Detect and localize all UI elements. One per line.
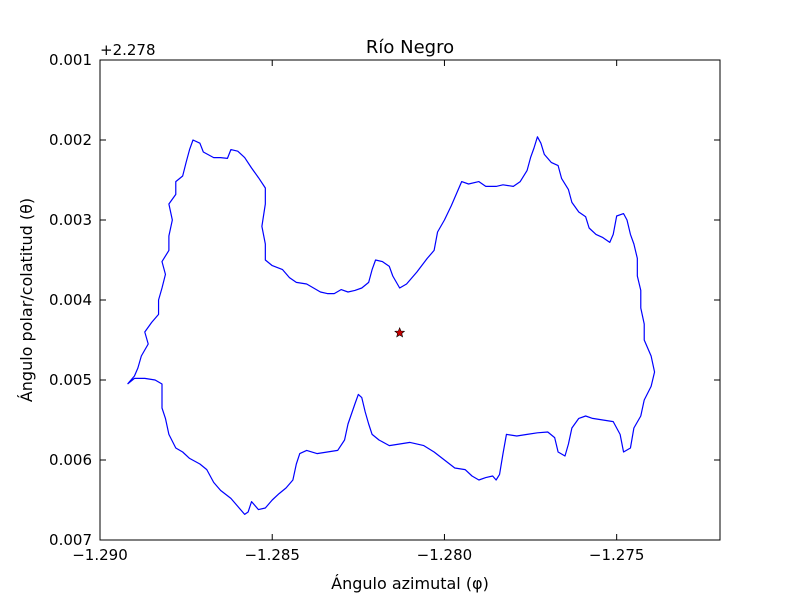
plot-area	[99, 59, 721, 541]
y-tick-label: 0.004	[49, 291, 92, 309]
x-tick-label: −1.280	[417, 546, 473, 564]
y-tick-label: 0.001	[49, 51, 92, 69]
y-tick-label: 0.003	[49, 211, 92, 229]
y-tick-label: 0.005	[49, 371, 92, 389]
y-tick-label: 0.006	[49, 451, 92, 469]
series-boundary-line	[127, 136, 656, 515]
centroid-star-marker	[394, 326, 406, 338]
y-axis-label: Ángulo polar/colatitud (θ)	[17, 198, 36, 402]
x-tick-label: −1.275	[589, 546, 645, 564]
y-offset-label: +2.278	[100, 41, 156, 59]
chart-title: Río Negro	[366, 37, 454, 58]
x-tick-label: −1.290	[72, 546, 128, 564]
y-tick-label: 0.002	[49, 131, 92, 149]
y-tick-label: 0.007	[49, 531, 92, 549]
x-axis-label: Ángulo azimutal (φ)	[331, 574, 489, 593]
axis-ticks: −1.290 −1.285 −1.280 −1.275 0.001 0.002 0.003 0…	[49, 51, 720, 564]
x-tick-label: −1.285	[244, 546, 300, 564]
